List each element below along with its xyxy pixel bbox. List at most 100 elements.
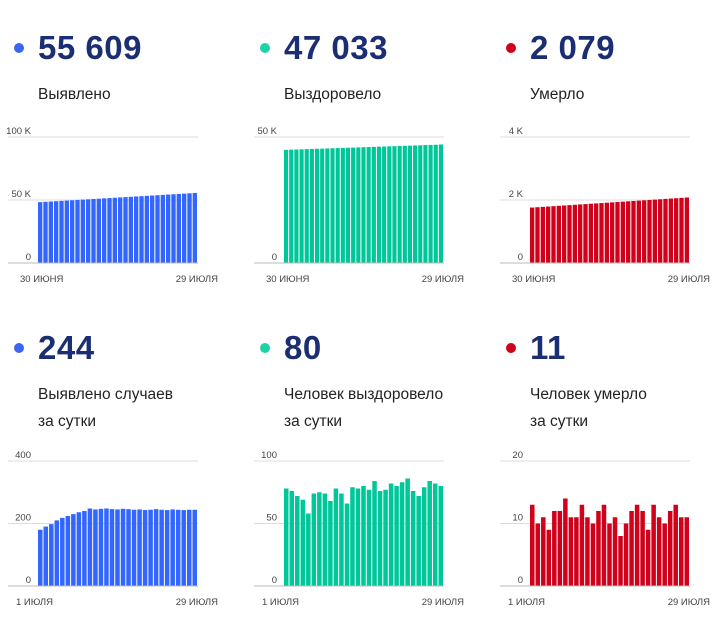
died-daily-dot-icon [506,343,516,353]
bar [416,496,421,586]
bar [583,204,588,263]
bar [300,499,306,586]
bar [98,508,104,586]
bar [392,146,397,263]
bar [153,509,159,586]
bar [376,146,382,263]
bar [284,149,289,263]
bar [372,481,377,586]
bar [317,492,322,586]
bar [155,195,160,263]
recovered-total-chart: 0 50 K 30 ИЮНЯ 29 ИЮЛЯ [254,126,464,285]
bar [407,145,413,263]
bar [535,523,541,586]
x-start-label: 30 ИЮНЯ [266,274,309,285]
bar [150,195,155,263]
bar [596,511,601,586]
recovered-dot-icon [260,43,270,53]
bar [299,149,304,263]
bar [668,198,673,263]
bar [410,491,416,586]
bar [631,200,636,263]
detected-daily-label: Выявлено случаев [38,386,173,403]
bar [134,196,139,263]
bar [330,148,335,263]
bar [535,207,540,263]
x-end-label: 29 ИЮЛЯ [176,597,218,608]
detected-dot-icon [14,43,24,53]
bar [563,498,568,586]
y-tick-label: 2 K [509,189,524,200]
bar [413,145,418,263]
detected-total-value: 55 609 [38,29,142,66]
bar [294,149,299,263]
bar [350,487,355,586]
x-start-label: 30 ИЮНЯ [512,274,555,285]
detected-daily-value: 244 [38,329,95,366]
bar [634,504,640,586]
bar [645,529,651,586]
bar [284,488,289,586]
bar [64,200,69,263]
bar [306,513,311,586]
bar [540,206,545,263]
bar [530,504,535,586]
died-dot-icon [506,43,516,53]
died-daily-label: Человек умерло [530,386,647,403]
bar [340,147,345,263]
detected-total-label: Выявлено [38,86,111,103]
bar [112,197,117,263]
bar [93,509,98,586]
bar [86,199,91,263]
bar [674,198,679,263]
bar [557,511,563,586]
y-tick-label: 4 K [509,126,524,137]
bar [176,193,181,263]
bar [387,146,392,263]
x-end-label: 29 ИЮЛЯ [422,274,464,285]
x-end-label: 29 ИЮЛЯ [176,274,218,285]
bar [618,536,623,586]
bar [107,198,112,263]
recovered-daily-dot-icon [260,343,270,353]
bar [427,481,432,586]
bar [128,196,133,263]
bar [546,529,552,586]
bar [556,205,561,263]
bar [71,514,76,586]
bar [309,148,314,263]
bar [651,504,656,586]
bar [588,203,593,263]
y-tick-label: 200 [15,513,31,524]
bar [328,501,333,586]
bar [662,523,667,586]
bar [43,201,48,263]
bar [612,517,618,586]
bar [656,517,662,586]
panel-detected-daily: 244 Выявлено случаев за сутки 0 200 400 1 И… [0,300,232,608]
died-total-value: 2 079 [530,29,616,66]
bar [579,504,585,586]
bar [289,491,295,586]
bar [377,491,383,586]
y-tick-label: 0 [26,575,31,586]
bar [642,200,647,263]
y-tick-label: 50 K [257,126,277,137]
panel-recovered-daily: 80 Человек выздоровело за сутки 0 50 100 1 … [246,300,478,608]
y-tick-label: 0 [272,252,277,263]
y-tick-label: 100 [261,450,277,461]
recovered-daily-value: 80 [284,329,322,366]
bar [96,198,101,263]
x-end-label: 29 ИЮЛЯ [668,274,710,285]
bar [626,201,631,263]
recovered-daily-chart: 0 50 100 1 ИЮЛЯ 29 ИЮЛЯ [254,450,464,608]
y-tick-label: 0 [272,575,277,586]
bar [647,199,652,263]
bar [361,486,366,586]
bar [118,197,123,263]
bar [80,199,85,263]
panel-died: 2 079 Умерло 0 2 K 4 K 30 ИЮНЯ 29 ИЮЛЯ [492,0,722,300]
bar [383,489,388,586]
bar [175,509,181,586]
y-tick-label: 20 [512,450,523,461]
